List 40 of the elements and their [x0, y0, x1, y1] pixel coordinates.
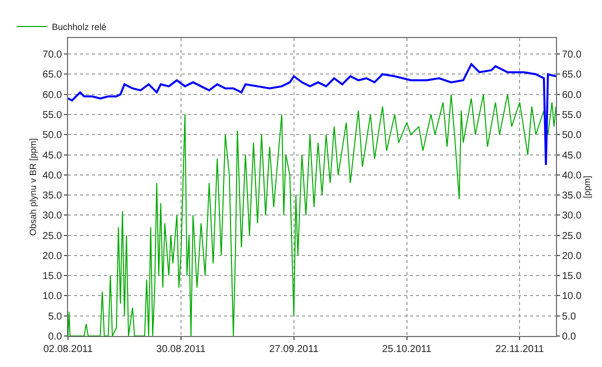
y-tick-label: 50.0 [42, 130, 62, 142]
line-series [68, 63, 556, 166]
y2-tick-label: 0.0 [562, 332, 576, 342]
y2-tick-label: 45.0 [562, 150, 582, 162]
y2-tick-label: 65.0 [562, 70, 582, 81]
line-series [68, 94, 556, 336]
y2-tick-label: 15.0 [562, 271, 582, 282]
y2-tick-label: 40.0 [562, 170, 582, 182]
y-tick-label: 20.0 [42, 250, 62, 262]
y-tick-label: 55.0 [42, 110, 62, 122]
y-tick-label: 45.0 [42, 150, 62, 162]
x-tick-label: 27.09.2011 [269, 344, 319, 355]
y2-tick-label: 25.0 [562, 230, 582, 242]
y-tick-label: 5.0 [48, 311, 62, 322]
y-tick-label: 0.0 [48, 332, 62, 342]
y-tick-label: 10.0 [42, 291, 62, 302]
y-axis-title: Obsah plynu v BR [ppm] [28, 138, 38, 236]
y2-tick-label: 20.0 [562, 250, 582, 262]
y-tick-label: 60.0 [42, 90, 62, 101]
x-tick-label: 22.11.2011 [495, 344, 544, 355]
y2-tick-label: 55.0 [562, 110, 582, 122]
y-tick-label: 40.0 [42, 170, 62, 182]
y-tick-label: 15.0 [42, 271, 62, 282]
y2-tick-label: 10.0 [562, 291, 582, 302]
y2-axis-title: [ppm] [582, 176, 592, 198]
y-tick-label: 65.0 [42, 70, 62, 81]
x-tick-label: 25.10.2011 [382, 344, 432, 355]
y2-tick-label: 5.0 [562, 311, 576, 322]
y2-tick-label: 35.0 [562, 190, 582, 202]
y2-tick-label: 70.0 [562, 50, 582, 61]
legend-label: Buchholz relé [52, 22, 106, 32]
y-tick-label: 25.0 [42, 230, 62, 242]
y-tick-label: 70.0 [42, 50, 62, 61]
y2-tick-label: 30.0 [562, 210, 582, 222]
y-tick-label: 35.0 [42, 190, 62, 202]
x-tick-label: 30.08.2011 [156, 344, 206, 355]
y2-tick-label: 60.0 [562, 90, 582, 101]
y2-tick-label: 50.0 [562, 130, 582, 142]
y-tick-label: 30.0 [42, 210, 62, 222]
x-tick-label: 02.08.2011 [43, 344, 94, 355]
